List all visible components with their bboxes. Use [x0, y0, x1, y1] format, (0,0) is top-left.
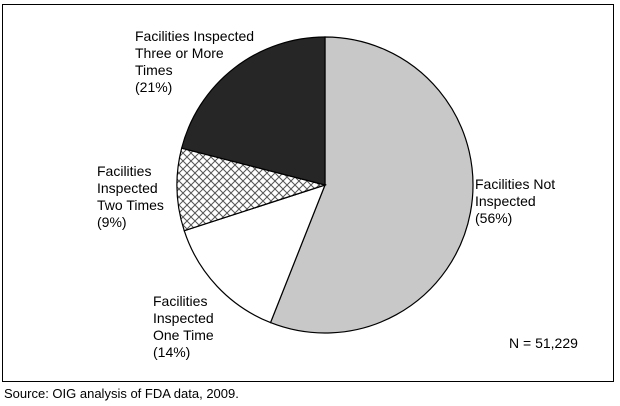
- pie-chart: [176, 36, 474, 334]
- slice-label-three-or-more: Facilities Inspected Three or More Times…: [135, 28, 255, 95]
- chart-frame: Facilities Not Inspected (56%) Facilitie…: [2, 4, 614, 382]
- source-note: Source: OIG analysis of FDA data, 2009.: [4, 386, 239, 401]
- sample-size-note: N = 51,229: [509, 335, 578, 351]
- slice-label-not-inspected: Facilities Not Inspected (56%): [475, 176, 556, 226]
- slice-not-inspected: [269, 36, 474, 334]
- slice-label-one-time: Facilities Inspected One Time (14%): [153, 293, 214, 360]
- slice-three-or-more: [180, 36, 326, 186]
- slice-label-two-times: Facilities Inspected Two Times (9%): [97, 163, 164, 230]
- slice-two-times: [176, 147, 328, 232]
